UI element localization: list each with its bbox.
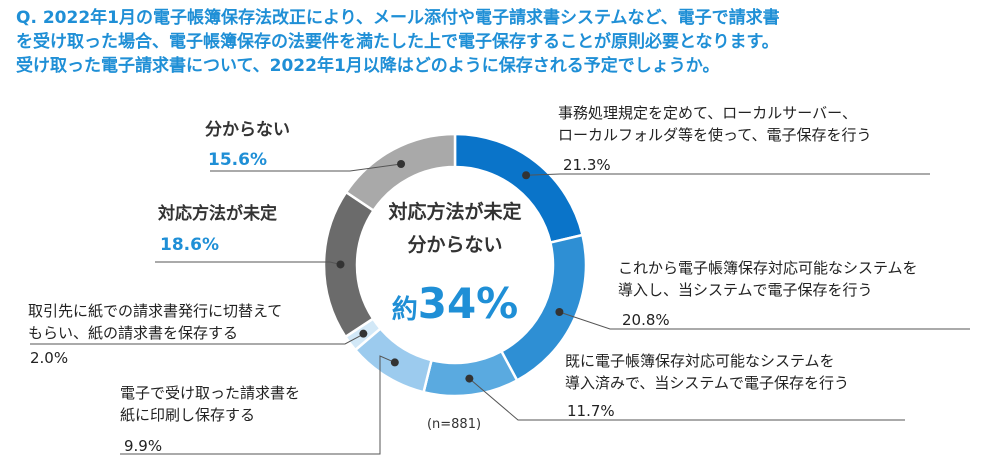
callout-dot-4 [390, 358, 399, 367]
slice-1-percent: 21.3% [563, 156, 611, 174]
callout-dot-5 [359, 329, 368, 338]
slice-3-label-line-1: 既に電子帳簿保存対応可能なシステムを [565, 352, 835, 370]
callout-line-2 [559, 311, 970, 330]
callout-dot-2 [555, 307, 564, 316]
slice-5-label-line-1: 取引先に紙での請求書発行に切替えて [28, 302, 282, 320]
slice-4-label-line-2: 紙に印刷し保存する [120, 406, 255, 424]
donut-slice-7 [344, 132, 457, 213]
center-prefix: 約 [392, 294, 418, 325]
callout-line-4 [120, 355, 396, 455]
center-title-line-2: 分からない [407, 234, 502, 256]
donut-slice-6 [322, 190, 376, 339]
question-text: Q. 2022年1月の電子帳簿保存法改正により、メール添付や電子請求書システムな… [16, 6, 986, 78]
callout-line-7 [210, 163, 402, 172]
callout-line-1 [526, 173, 930, 176]
donut-slice-3 [422, 349, 519, 398]
donut-slice-1 [453, 132, 585, 245]
slice-7-percent: 15.6% [208, 150, 267, 170]
callout-dot-1 [522, 171, 531, 180]
center-title-line-1: 対応方法が未定 [387, 200, 521, 223]
slice-3-percent: 11.7% [567, 402, 615, 420]
sample-size-note: (n=881) [427, 417, 481, 432]
callout-line-6 [155, 261, 341, 265]
center-value: 34% [418, 279, 519, 328]
slice-4-label-line-1: 電子で受け取った請求書を [120, 384, 300, 402]
slice-1-label-line-2: ローカルフォルダ等を使って、電子保存を行う [558, 126, 872, 144]
slice-2-label-line-1: これから電子帳簿保存対応可能なシステムを [618, 259, 918, 277]
callout-dot-6 [336, 260, 345, 269]
slice-2-label-line-2: 導入し、当システムで電子保存を行う [618, 281, 873, 299]
slice-1-label-line-1: 事務処理規定を定めて、ローカルサーバー、 [558, 104, 857, 122]
callout-dot-3 [465, 374, 474, 383]
slice-labels: 事務処理規定を定めて、ローカルサーバー、ローカルフォルダ等を使って、電子保存を行… [28, 104, 918, 455]
slice-5-percent: 2.0% [30, 349, 68, 367]
slice-6-label-line-1: 対応方法が未定 [157, 203, 277, 224]
slice-3-label-line-2: 導入済みで、当システムで電子保存を行う [565, 374, 849, 392]
callout-line-3 [469, 378, 905, 421]
slice-7-label-line-1: 分からない [205, 120, 290, 140]
slice-6-percent: 18.6% [160, 235, 219, 255]
callout-lines [30, 160, 970, 455]
donut-slices [322, 132, 588, 398]
center-summary: 約34% [392, 279, 519, 328]
question-line-2: を受け取った場合、電子帳簿保存の法要件を満たした上で電子保存することが原則必要と… [16, 32, 779, 52]
question-line-3: 受け取った電子請求書について、2022年1月以降はどのように保存される予定でしょ… [16, 56, 720, 76]
slice-2-percent: 20.8% [622, 311, 670, 329]
slice-4-percent: 9.9% [124, 437, 162, 455]
question-line-1: Q. 2022年1月の電子帳簿保存法改正により、メール添付や電子請求書システムな… [16, 8, 780, 28]
callout-dot-7 [397, 160, 406, 169]
slice-5-label-line-2: もらい、紙の請求書を保存する [28, 324, 238, 342]
